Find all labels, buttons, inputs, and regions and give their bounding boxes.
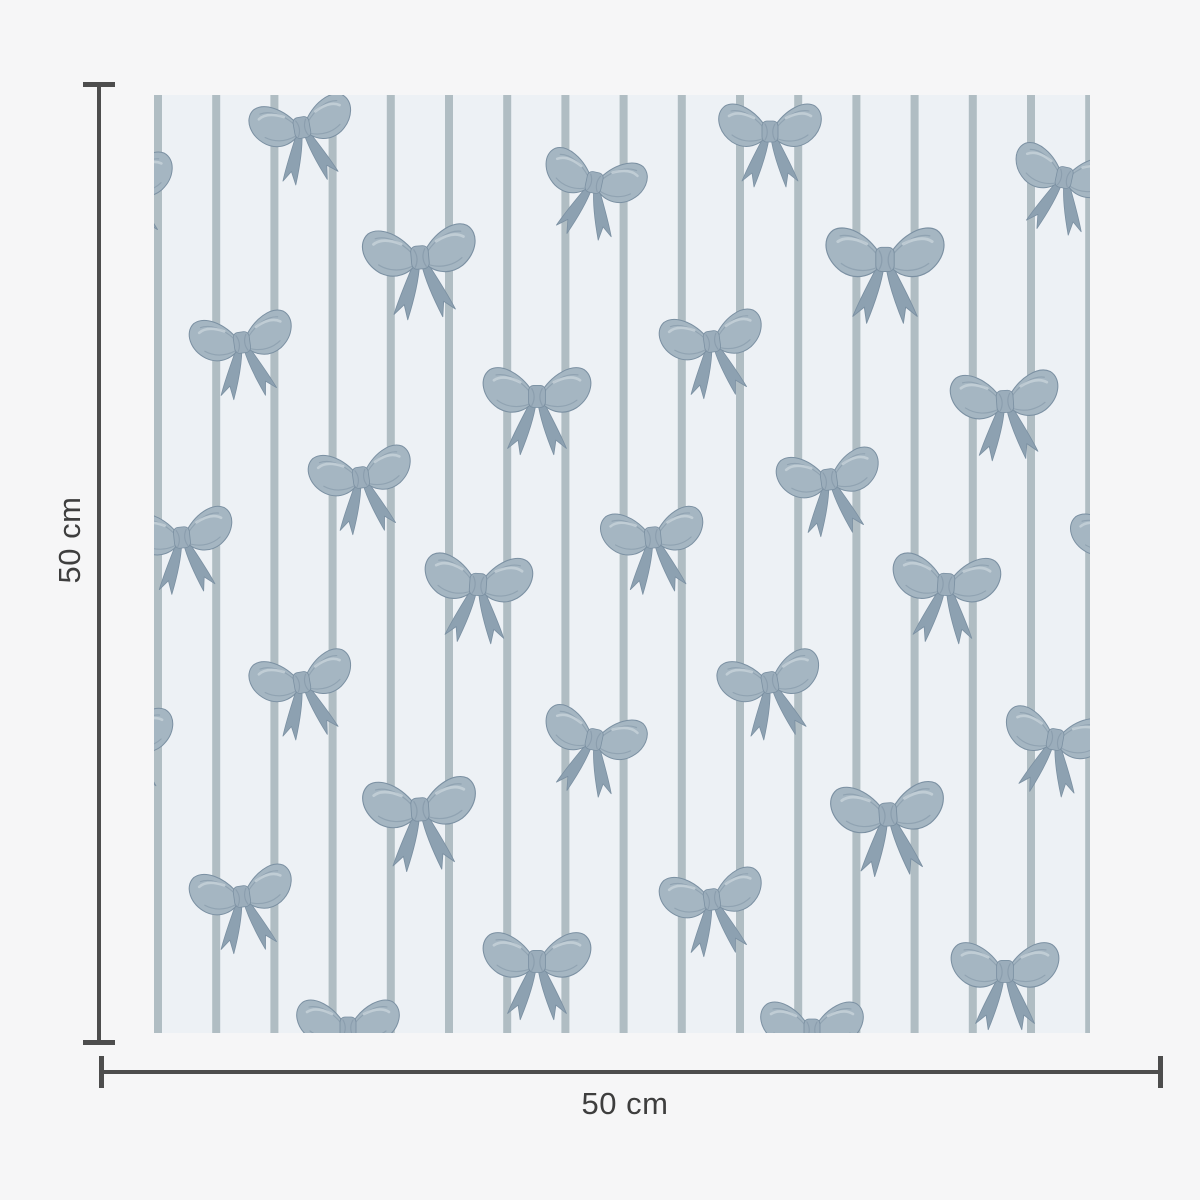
height-label: 50 cm [52, 496, 87, 584]
bow-icon [949, 941, 1061, 1032]
bow-icon [824, 226, 946, 325]
bow-icon [656, 305, 772, 405]
bow-icon [359, 221, 483, 325]
height-dimension-line [97, 84, 101, 1043]
bow-icon [886, 550, 1004, 648]
height-dimension-top-cap [83, 82, 115, 87]
stripe [561, 95, 570, 1033]
width-dimension-left-cap [99, 1056, 104, 1088]
bow-stripe-pattern [154, 95, 1090, 1033]
stripe [386, 95, 395, 1033]
stripe [328, 95, 337, 1033]
bow-icon [360, 774, 482, 876]
bow-icon [947, 367, 1065, 465]
stripe [270, 95, 279, 1033]
bow-icon [186, 860, 302, 960]
bow-icon [531, 143, 652, 249]
bow-icon [186, 306, 302, 406]
stripe [794, 95, 803, 1033]
bow-icon [828, 779, 950, 881]
bow-icon [773, 443, 889, 543]
bow-icon [597, 503, 712, 600]
height-dimension-bottom-cap [83, 1040, 115, 1045]
bow-icon [656, 863, 772, 963]
stripe [1027, 95, 1035, 1033]
bow-icon [295, 998, 401, 1033]
width-dimension-line [101, 1070, 1163, 1074]
stripe [852, 95, 861, 1033]
stripes-layer [154, 95, 1090, 1033]
stripe [212, 95, 221, 1033]
width-dimension-right-cap [1158, 1056, 1163, 1088]
bow-icon [1001, 138, 1090, 244]
width-label: 50 cm [581, 1086, 669, 1121]
bow-icon [245, 645, 364, 748]
wallpaper-swatch [154, 95, 1090, 1033]
bow-icon [481, 366, 593, 457]
bow-icon [481, 931, 593, 1022]
stripe [154, 95, 162, 1033]
stripe [677, 95, 686, 1033]
stripe [1085, 95, 1090, 1033]
stripe [619, 95, 628, 1033]
stripe [736, 95, 744, 1033]
bow-icon [717, 102, 823, 189]
bow-icon [993, 702, 1090, 805]
bow-icon [245, 95, 364, 193]
bow-icon [418, 550, 536, 648]
bow-icon [305, 441, 421, 541]
bow-icon [154, 503, 241, 600]
bow-icon [713, 645, 832, 748]
bow-icon [759, 1000, 865, 1033]
bow-icon [531, 700, 652, 806]
